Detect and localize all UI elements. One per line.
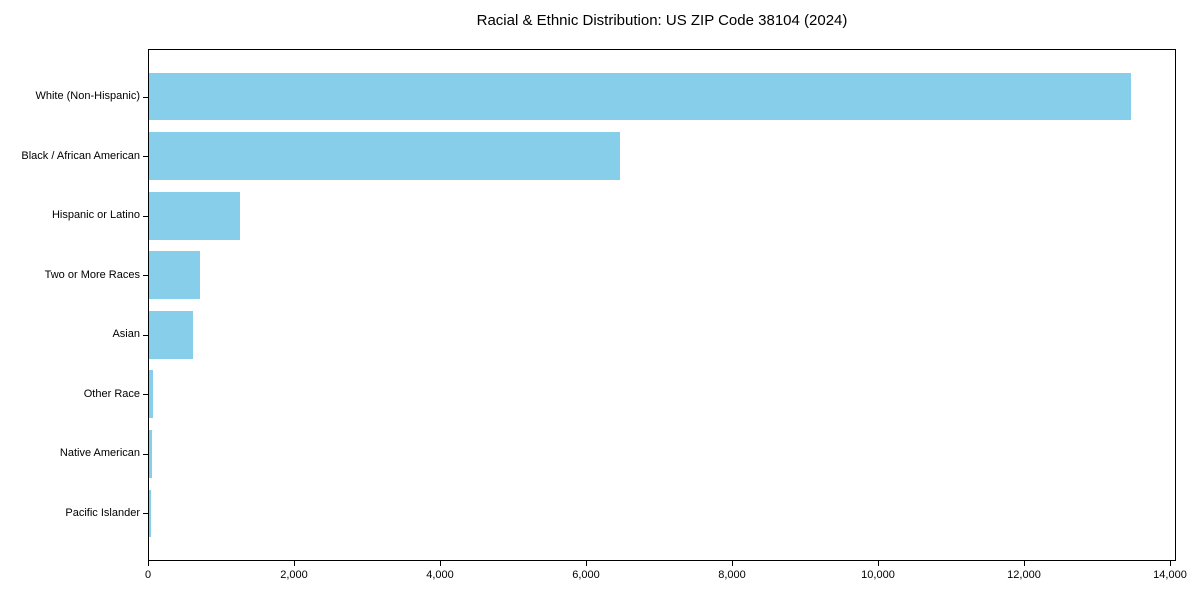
bar	[149, 489, 152, 538]
bar	[149, 191, 241, 240]
x-tick-label: 8,000	[718, 569, 746, 581]
x-tick-label: 14,000	[1153, 569, 1187, 581]
x-tick-label: 12,000	[1007, 569, 1041, 581]
x-tick-mark	[878, 561, 879, 566]
x-tick-mark	[586, 561, 587, 566]
y-tick-mark	[143, 394, 148, 396]
chart-title: Racial & Ethnic Distribution: US ZIP Cod…	[476, 12, 848, 29]
x-tick-mark	[294, 561, 295, 566]
y-tick-mark	[143, 453, 148, 455]
y-tick-label: Native American	[59, 447, 140, 460]
x-tick-mark	[1024, 561, 1025, 566]
y-tick-mark	[143, 275, 148, 277]
plot-area	[148, 49, 1176, 561]
x-tick-mark	[148, 561, 149, 566]
y-tick-mark	[143, 156, 148, 158]
y-tick-mark	[143, 215, 148, 217]
bar	[149, 370, 154, 419]
y-tick-label: Black / African American	[21, 149, 140, 162]
y-tick-label: Other Race	[83, 387, 140, 400]
x-tick-mark	[732, 561, 733, 566]
bar	[149, 251, 201, 300]
x-tick-label: 10,000	[861, 569, 895, 581]
bar	[149, 430, 152, 478]
x-tick-label: 4,000	[426, 569, 454, 581]
y-tick-label: White (Non-Hispanic)	[35, 90, 140, 103]
y-tick-label: Hispanic or Latino	[51, 209, 140, 222]
bar	[149, 310, 193, 359]
y-tick-mark	[143, 513, 148, 515]
y-tick-label: Pacific Islander	[65, 506, 140, 519]
bar	[149, 132, 620, 180]
y-tick-label: Two or More Races	[44, 268, 140, 281]
x-tick-mark	[1170, 561, 1171, 566]
x-tick-label: 6,000	[572, 569, 600, 581]
x-tick-label: 0	[144, 569, 152, 581]
x-tick-mark	[440, 561, 441, 566]
bar	[149, 72, 1131, 121]
y-tick-mark	[143, 96, 148, 98]
y-tick-label: Asian	[112, 328, 140, 341]
y-tick-mark	[143, 334, 148, 336]
x-tick-label: 2,000	[280, 569, 308, 581]
